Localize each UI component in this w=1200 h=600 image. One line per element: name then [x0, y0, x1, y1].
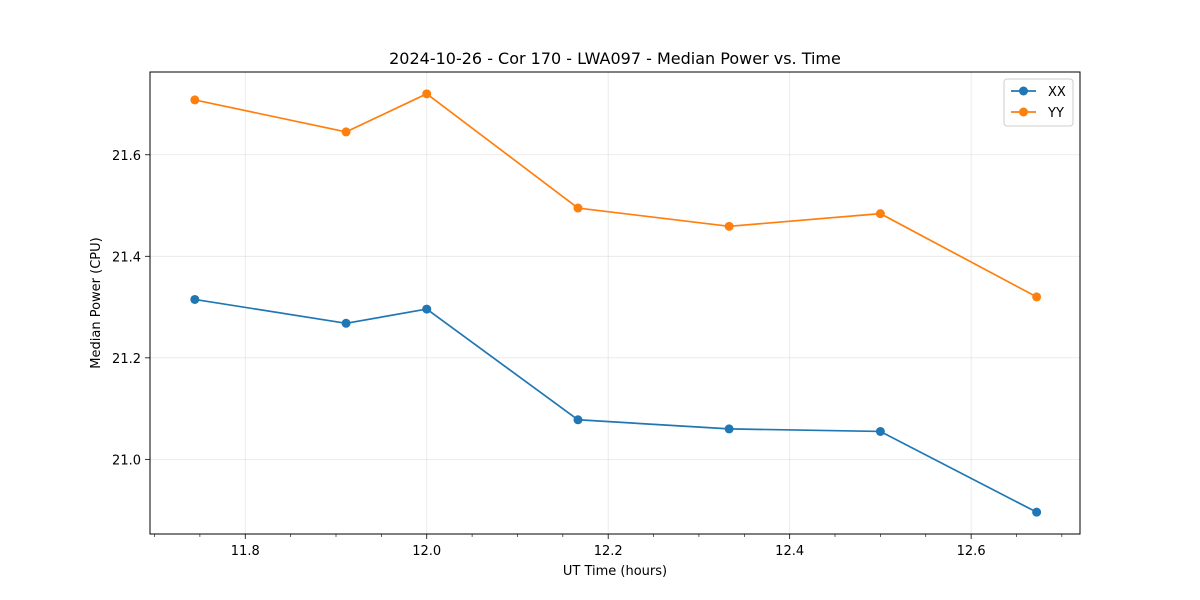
series-yy [190, 89, 1042, 302]
y-tick-label: 21.0 [112, 453, 141, 468]
x-tick-label: 12.0 [412, 544, 441, 559]
grid [150, 72, 1080, 534]
legend-label-yy: YY [1047, 106, 1064, 121]
data-point-yy [724, 221, 734, 231]
data-point-xx [1032, 507, 1042, 517]
data-point-xx [341, 318, 351, 328]
data-point-xx [573, 415, 583, 425]
x-tick-label: 12.6 [957, 544, 986, 559]
data-point-yy [573, 203, 583, 213]
data-point-xx [190, 294, 200, 304]
y-tick-label: 21.4 [112, 250, 141, 265]
y-axis-title: Median Power (CPU) [89, 237, 104, 368]
legend-label-xx: XX [1048, 85, 1066, 100]
data-point-yy [341, 127, 351, 137]
x-tick-label: 11.8 [231, 544, 260, 559]
data-point-yy [875, 209, 885, 219]
data-point-xx [724, 424, 734, 434]
y-axis: 21.0 21.2 21.4 21.6 [112, 149, 150, 468]
data-point-xx [422, 304, 432, 314]
series-xx [190, 294, 1042, 517]
legend-swatch-marker [1019, 86, 1028, 96]
data-point-yy [422, 89, 432, 99]
y-tick-label: 21.6 [112, 149, 141, 164]
y-tick-label: 21.2 [112, 352, 141, 367]
x-axis: 11.8 12.0 12.2 12.4 12.6 [154, 534, 1063, 559]
data-point-xx [875, 426, 885, 436]
data-point-yy [1032, 292, 1042, 302]
data-point-yy [190, 95, 200, 105]
x-tick-label: 12.2 [594, 544, 623, 559]
legend-swatch-marker [1019, 107, 1028, 117]
plot-frame [149, 71, 1081, 535]
legend: XX YY [1003, 78, 1074, 127]
chart-title: 2024-10-26 - Cor 170 - LWA097 - Median P… [389, 49, 841, 68]
x-axis-title: UT Time (hours) [563, 564, 667, 579]
series-layer [190, 89, 1042, 517]
x-tick-label: 12.4 [775, 544, 804, 559]
